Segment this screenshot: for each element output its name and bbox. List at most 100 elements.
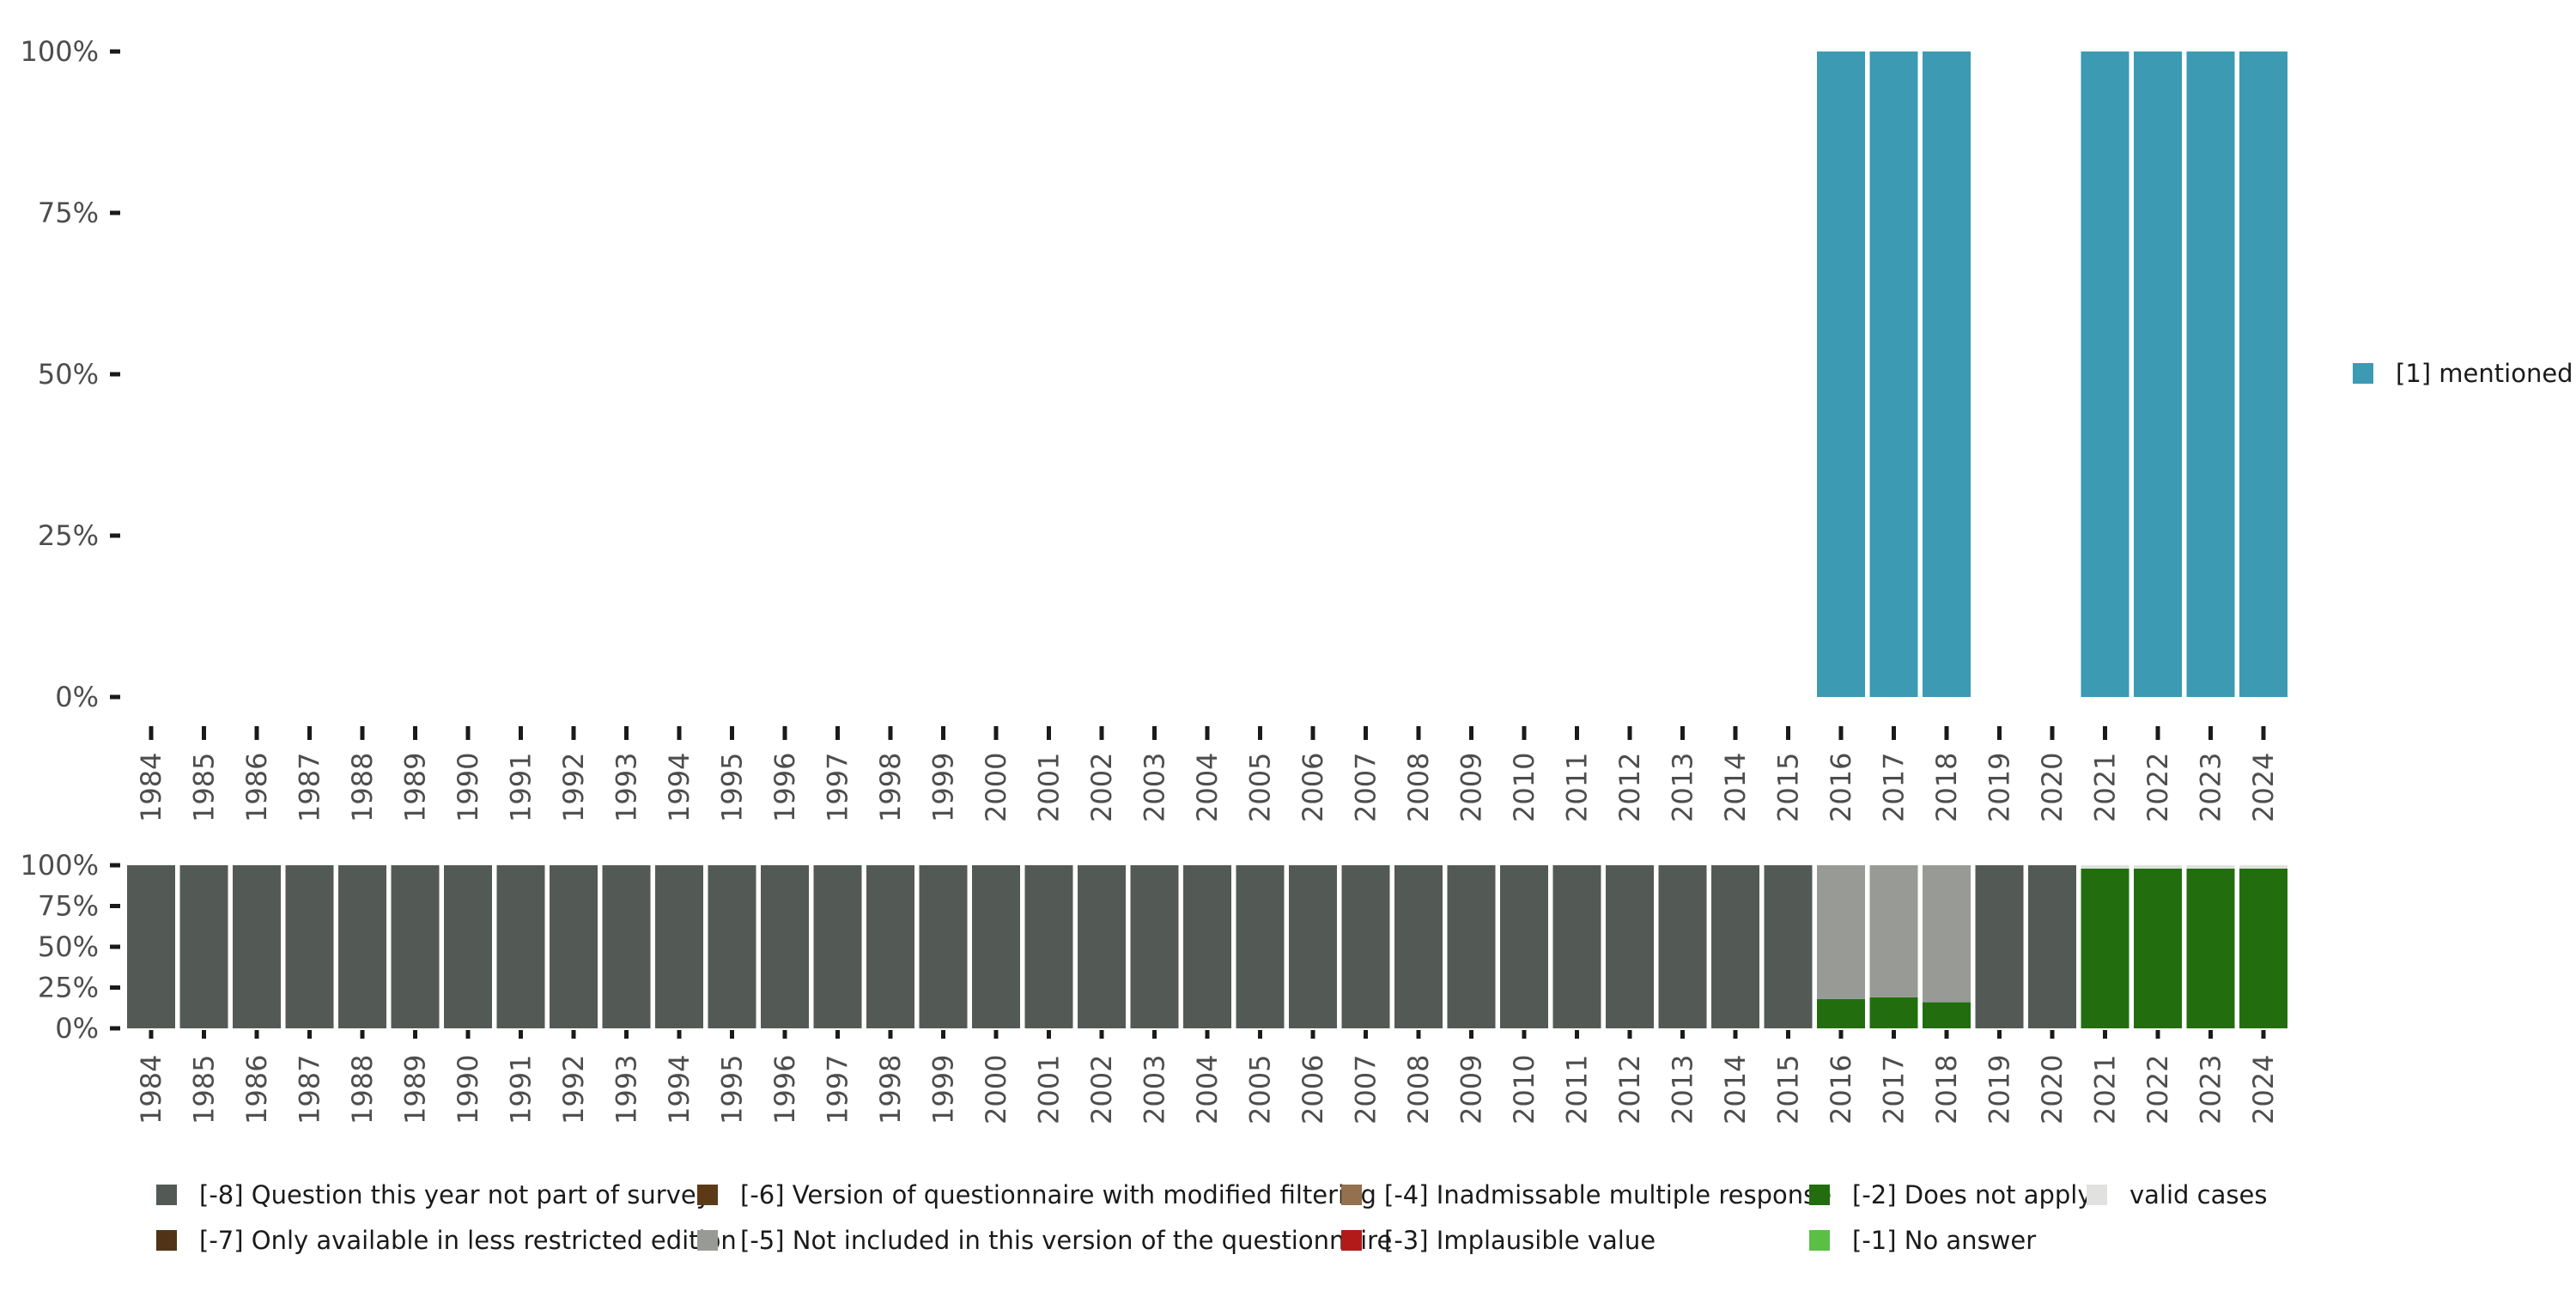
bottom-bar <box>761 865 809 1028</box>
top-legend-label: [1] mentioned <box>2396 359 2573 388</box>
bottom-x-tick-label: 2022 <box>2142 1055 2174 1124</box>
bottom-bar <box>866 865 914 1028</box>
bottom-legend-label: [-2] Does not apply <box>1852 1180 2093 1209</box>
bottom-bar <box>1923 865 1971 1003</box>
bottom-bar <box>2186 865 2235 869</box>
bottom-x-tick-label: 1992 <box>557 1055 590 1124</box>
top-x-tick-label: 2005 <box>1244 753 1277 822</box>
bottom-x-tick-label: 2008 <box>1402 1055 1435 1124</box>
bottom-x-tick-label: 1993 <box>611 1055 643 1124</box>
top-x-tick-label: 2020 <box>2036 753 2069 822</box>
bottom-legend-key <box>1809 1230 1830 1251</box>
top-x-tick-label: 2008 <box>1402 753 1435 822</box>
bottom-bar <box>602 865 651 1028</box>
top-x-tick-label: 2011 <box>1561 753 1594 822</box>
bottom-legend-key <box>697 1230 718 1251</box>
top-x-tick-label: 2012 <box>1613 753 1646 822</box>
bottom-bar <box>444 865 492 1028</box>
bottom-y-tick-label: 25% <box>38 972 99 1004</box>
bottom-x-tick-label: 1985 <box>188 1055 221 1124</box>
bottom-x-tick-label: 2019 <box>1984 1055 2016 1124</box>
top-x-tick-label: 2024 <box>2247 753 2280 822</box>
top-x-tick-label: 2000 <box>980 753 1012 822</box>
bottom-bar <box>1923 1002 1971 1028</box>
bottom-x-tick-label: 2024 <box>2247 1055 2280 1124</box>
bottom-legend-label: [-7] Only available in less restricted e… <box>199 1226 737 1255</box>
bottom-x-tick-label: 1991 <box>505 1055 538 1124</box>
bottom-chart: 0% 25% 50% 75% 100% 1984 1985 1986 1987 1988 1989 1… <box>21 849 2287 1124</box>
top-bar <box>2134 52 2182 697</box>
bottom-bar <box>1817 998 1865 1028</box>
top-x-tick-label: 2015 <box>1772 753 1805 822</box>
bottom-x-tick-label: 1998 <box>874 1055 907 1124</box>
bottom-bar <box>2239 865 2287 869</box>
bottom-y-tick-label: 75% <box>38 890 99 923</box>
bottom-bar <box>1236 865 1285 1028</box>
bottom-bar <box>2134 865 2182 869</box>
top-x-tick-label: 1984 <box>135 753 167 822</box>
bottom-bar <box>1817 865 1865 999</box>
top-x-tick-label: 2013 <box>1667 753 1699 822</box>
top-x-tick-label: 2014 <box>1719 753 1752 822</box>
bottom-bar <box>391 865 440 1028</box>
top-y-tick-label: 100% <box>21 35 99 68</box>
bottom-x-tick-label: 1986 <box>240 1055 273 1124</box>
top-bar <box>2081 52 2129 697</box>
bottom-legend-label: [-4] Inadmissable multiple response <box>1384 1180 1832 1209</box>
top-x-tick-label: 2007 <box>1350 753 1382 822</box>
bottom-bar <box>1447 865 1496 1028</box>
bottom-x-tick-label: 1996 <box>769 1055 801 1124</box>
bottom-x-tick-label: 2001 <box>1033 1055 1066 1124</box>
top-x-tick-label: 2021 <box>2089 753 2122 822</box>
bottom-bar <box>285 865 334 1028</box>
bottom-bar <box>496 865 545 1028</box>
bottom-x-tick-label: 1984 <box>135 1055 167 1124</box>
bottom-x-tick-label: 1989 <box>399 1055 432 1124</box>
top-x-tick-label: 2004 <box>1191 753 1224 822</box>
bottom-bar <box>2134 868 2182 1028</box>
top-y-tick-label: 50% <box>38 358 99 391</box>
bottom-legend-key <box>1341 1230 1362 1251</box>
bottom-y-tick-label: 0% <box>55 1012 99 1045</box>
bottom-legend-label: [-1] No answer <box>1852 1226 2036 1255</box>
bottom-bar <box>1658 865 1707 1028</box>
bottom-bar <box>1500 865 1548 1028</box>
bottom-x-tick-label: 2007 <box>1350 1055 1382 1124</box>
top-x-tick-label: 1992 <box>557 753 590 822</box>
top-x-tick-label: 1986 <box>240 753 273 822</box>
bottom-x-tick-label: 2000 <box>980 1055 1012 1124</box>
top-x-tick-label: 1989 <box>399 753 432 822</box>
bottom-x-tick-label: 1995 <box>716 1055 749 1124</box>
bottom-x-tick-label: 2015 <box>1772 1055 1805 1124</box>
bottom-legend-label: [-8] Question this year not part of surv… <box>199 1180 711 1209</box>
bottom-x-tick-label: 2011 <box>1561 1055 1594 1124</box>
top-x-tick-label: 2009 <box>1455 753 1488 822</box>
bottom-x-tick-label: 1990 <box>452 1055 484 1124</box>
bottom-y-tick-label: 100% <box>21 849 99 882</box>
bottom-x-tick-label: 2021 <box>2089 1055 2122 1124</box>
top-chart: 0% 25% 50% 75% 100% 1984 1985 1986 1987 1988 1989 1… <box>21 35 2287 822</box>
top-x-tick-label: 1996 <box>769 753 801 822</box>
bottom-x-tick-label: 2004 <box>1191 1055 1224 1124</box>
bottom-bar <box>919 865 968 1028</box>
top-bar <box>1817 52 1865 697</box>
bottom-x-tick-label: 1999 <box>927 1055 960 1124</box>
bottom-x-tick-label: 1988 <box>346 1055 379 1124</box>
bottom-bar <box>1289 865 1337 1028</box>
bottom-bar <box>233 865 281 1028</box>
top-x-tick-label: 2018 <box>1930 753 1963 822</box>
bottom-x-tick-label: 1994 <box>663 1055 696 1124</box>
top-x-tick-label: 1999 <box>927 753 960 822</box>
bottom-x-tick-label: 2017 <box>1878 1055 1911 1124</box>
bottom-bar <box>813 865 862 1028</box>
bottom-bar <box>1711 865 1759 1028</box>
bottom-legend-key <box>697 1185 718 1205</box>
bottom-bar <box>1341 865 1390 1028</box>
top-y-tick-label: 0% <box>55 681 99 713</box>
top-x-tick-label: 1997 <box>822 753 854 822</box>
bottom-bar <box>655 865 703 1028</box>
bottom-bar <box>550 865 598 1028</box>
top-x-tick-label: 2023 <box>2195 753 2227 822</box>
bottom-x-tick-label: 1997 <box>822 1055 854 1124</box>
